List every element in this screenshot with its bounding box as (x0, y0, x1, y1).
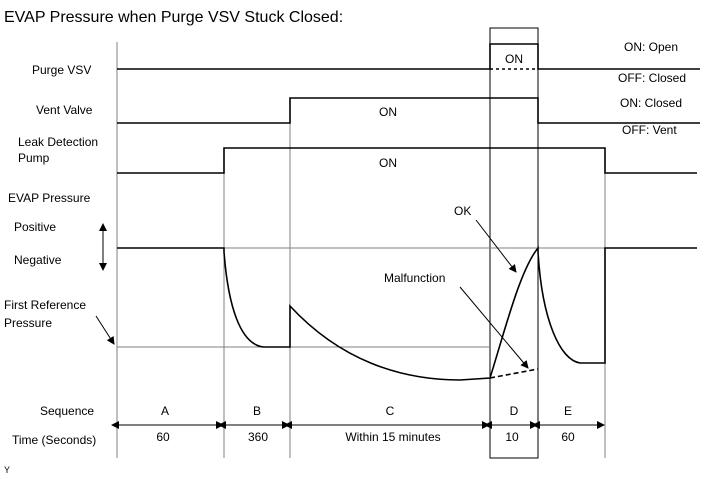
time-d: 10 (505, 430, 519, 444)
positive-label: Positive (14, 220, 56, 234)
vent-valve-signal (117, 97, 700, 124)
pump-label-line1: Leak Detection (18, 135, 98, 149)
vent-off-vent-label: OFF: Vent (622, 123, 677, 137)
sequence-c: C (386, 404, 395, 418)
time-a: 60 (156, 430, 170, 444)
sequence-d: D (510, 404, 519, 418)
first-reference-arrow (95, 315, 115, 345)
time-label: Time (Seconds) (12, 433, 96, 447)
first-reference-label-line2: Pressure (4, 316, 52, 330)
malfunction-curve (489, 368, 539, 379)
evap-pressure-label: EVAP Pressure (8, 191, 91, 205)
pump-on-label: ON (379, 156, 397, 170)
pump-signal (117, 147, 697, 174)
sequence-b: B (253, 404, 261, 418)
sequence-boundaries (116, 42, 606, 458)
sequence-e: E (564, 404, 572, 418)
time-e: 60 (561, 430, 575, 444)
purge-vsv-signal (117, 43, 700, 70)
ok-arrow (475, 219, 517, 273)
purge-vsv-on-label: ON (505, 52, 523, 66)
diagram-title: EVAP Pressure when Purge VSV Stuck Close… (4, 9, 343, 26)
purge-off-closed-label: OFF: Closed (618, 71, 686, 85)
purge-on-open-label: ON: Open (624, 40, 678, 54)
first-reference-label-line1: First Reference (4, 298, 86, 312)
sequence-d-box (489, 27, 539, 459)
malfunction-arrow (459, 286, 529, 369)
pump-label-line2: Pump (18, 151, 50, 165)
evap-pressure-curve (117, 245, 697, 381)
malfunction-label: Malfunction (384, 271, 445, 285)
vent-on-closed-label: ON: Closed (620, 96, 682, 110)
ok-label: OK (454, 204, 471, 218)
vent-valve-on-label: ON (379, 105, 397, 119)
footnote: Y (4, 465, 10, 475)
vent-valve-label: Vent Valve (36, 103, 93, 117)
negative-label: Negative (14, 253, 62, 267)
sequence-label: Sequence (40, 404, 94, 418)
purge-vsv-label: Purge VSV (32, 63, 91, 77)
sequence-a: A (161, 404, 169, 418)
time-c: Within 15 minutes (345, 430, 440, 444)
time-b: 360 (248, 430, 268, 444)
